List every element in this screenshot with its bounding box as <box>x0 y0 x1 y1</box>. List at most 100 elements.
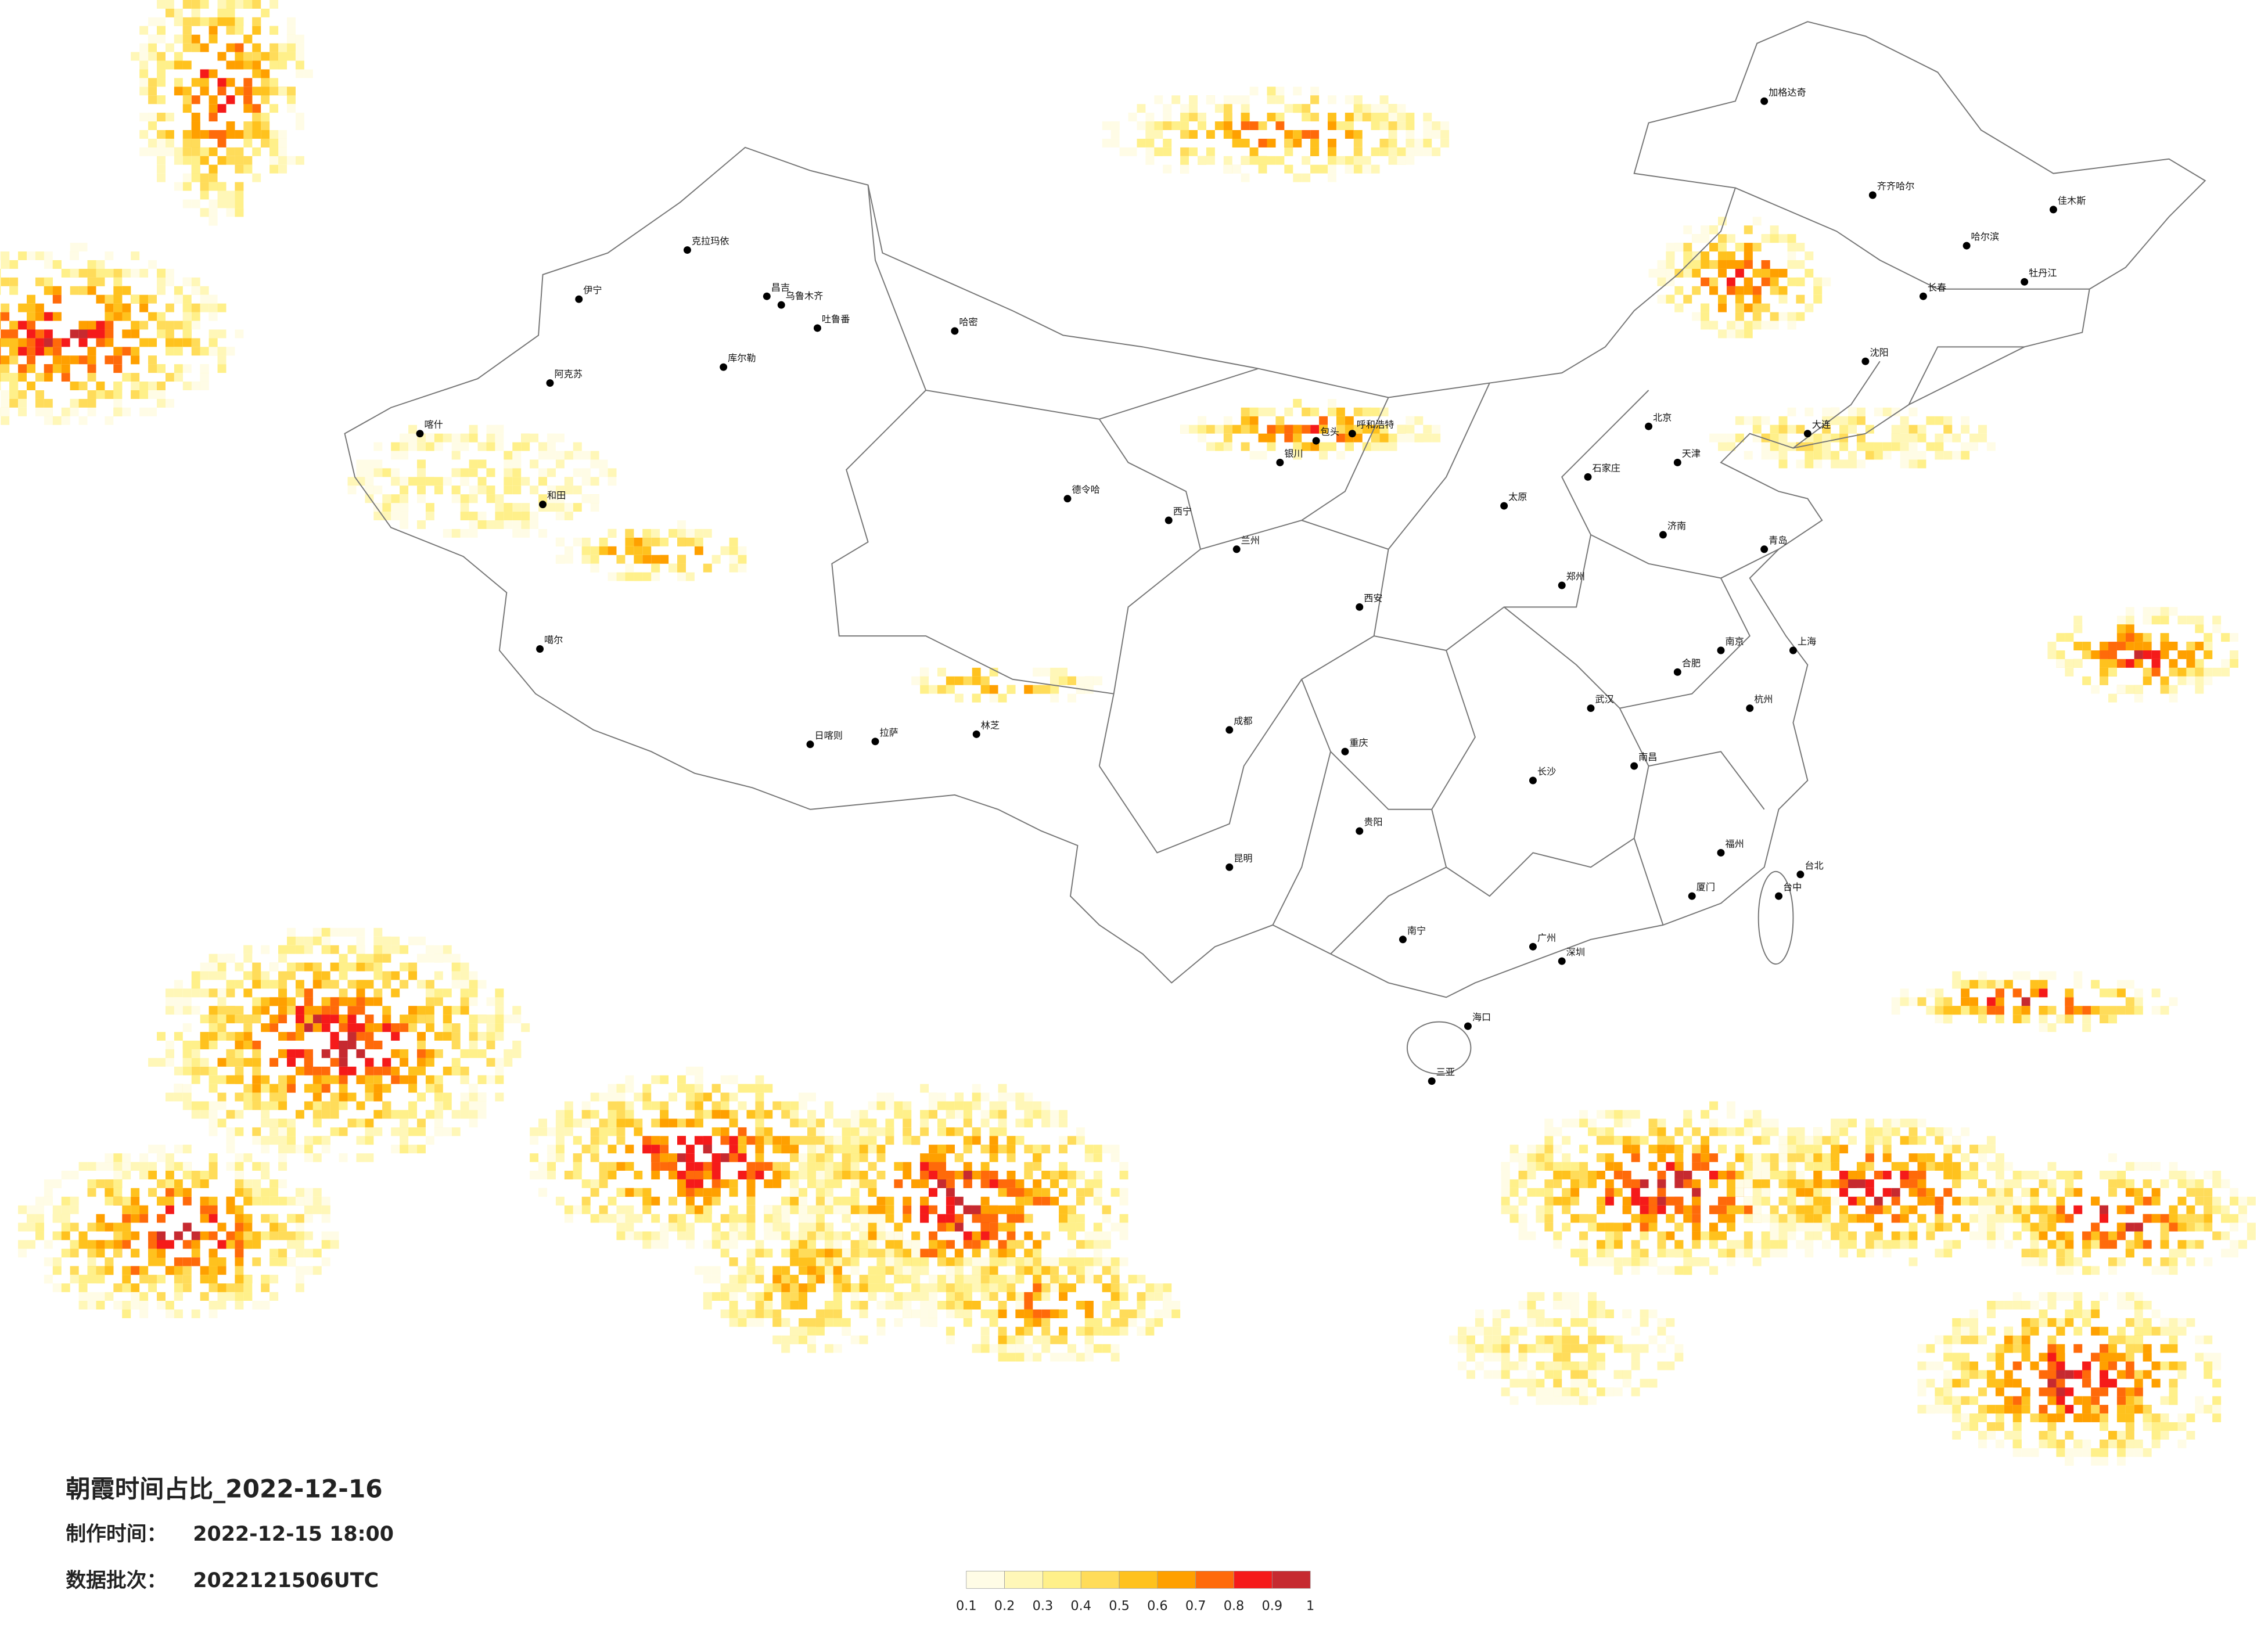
heat-cell <box>191 321 200 330</box>
heat-cell <box>312 1249 322 1258</box>
heat-cell <box>1683 1171 1692 1179</box>
heat-cell <box>876 1326 886 1336</box>
heat-cell <box>859 1153 868 1163</box>
heat-cell <box>70 1266 79 1275</box>
heat-cell <box>920 1309 929 1318</box>
heat-cell <box>451 980 461 989</box>
heat-cell <box>157 130 166 139</box>
heat-cell <box>954 1101 964 1110</box>
heat-cell <box>764 1162 773 1171</box>
heat-cell <box>261 1006 270 1015</box>
heat-cell <box>2143 1318 2152 1327</box>
heat-cell <box>530 1153 539 1163</box>
heat-cell <box>894 1301 903 1310</box>
heat-cell <box>1024 1118 1033 1128</box>
heat-cell <box>842 1118 851 1128</box>
heat-cell <box>1805 1179 1814 1188</box>
heat-cell <box>859 1249 868 1258</box>
heat-cell <box>963 1118 972 1128</box>
heat-cell <box>842 1196 851 1206</box>
heat-cell <box>989 1136 998 1145</box>
heat-cell <box>330 1231 339 1240</box>
heat-cell <box>261 8 270 17</box>
heat-cell <box>1102 1283 1111 1293</box>
heat-cell <box>243 1275 253 1284</box>
heat-cell <box>1891 1188 1900 1197</box>
heat-cell <box>824 1249 833 1258</box>
heat-cell <box>903 1171 912 1179</box>
heat-cell <box>1770 1153 1779 1163</box>
heat-cell <box>972 1171 981 1179</box>
heat-cell <box>920 1110 929 1119</box>
heat-cell <box>330 1240 339 1249</box>
heat-cell <box>1033 1188 1042 1197</box>
heat-cell <box>312 1110 322 1119</box>
heat-cell <box>850 1266 860 1275</box>
heat-cell <box>885 1214 894 1223</box>
heat-cell <box>547 1153 556 1163</box>
heat-cell <box>191 980 200 989</box>
heat-cell <box>174 60 183 70</box>
heat-cell <box>1908 1205 1918 1214</box>
heat-cell <box>1050 1171 1059 1179</box>
heat-cell <box>608 1171 617 1179</box>
heat-cell <box>833 1196 842 1206</box>
heat-cell <box>790 1188 799 1197</box>
heat-cell <box>868 1162 877 1171</box>
heat-cell <box>781 1275 790 1284</box>
heat-cell <box>1709 1231 1719 1240</box>
heat-cell <box>1657 1188 1666 1197</box>
heat-cell <box>165 1041 174 1049</box>
heat-cell <box>1831 1196 1840 1206</box>
heat-cell <box>677 1188 686 1197</box>
heat-cell <box>295 962 304 972</box>
heat-cell <box>1761 1153 1770 1163</box>
heat-cell <box>78 382 88 390</box>
heat-cell <box>157 164 166 174</box>
heat-cell <box>1 260 10 269</box>
heat-cell <box>1622 1145 1631 1154</box>
heat-cell <box>295 1240 304 1249</box>
heat-cell <box>217 1023 227 1033</box>
heat-cell <box>989 1318 998 1327</box>
heat-cell <box>347 980 357 989</box>
heat-cell <box>946 1266 955 1275</box>
heat-cell <box>1813 1214 1823 1223</box>
heat-cell <box>738 1101 747 1110</box>
heat-cell <box>876 1205 886 1214</box>
heat-cell <box>746 1179 756 1188</box>
heat-cell <box>382 1006 391 1015</box>
heat-cell <box>391 1145 400 1154</box>
heat-cell <box>495 1015 504 1024</box>
heat-cell <box>1631 1145 1640 1154</box>
heat-cell <box>1978 1439 1987 1448</box>
heat-cell <box>200 971 209 980</box>
heat-cell <box>1666 1266 1675 1275</box>
heat-cell <box>1007 1092 1016 1102</box>
heat-cell <box>911 1292 921 1301</box>
heat-cell <box>1709 1222 1719 1232</box>
heat-cell <box>235 43 244 52</box>
heat-cell <box>738 1275 747 1284</box>
heat-cell <box>243 1231 253 1240</box>
heat-cell <box>2073 1326 2083 1336</box>
heat-cell <box>1657 1205 1666 1214</box>
heat-cell <box>356 1118 365 1128</box>
heat-cell <box>261 1084 270 1093</box>
heat-cell <box>720 1110 729 1119</box>
heat-cell <box>980 1092 990 1102</box>
heat-cell <box>920 1084 929 1093</box>
heat-cell <box>182 147 192 156</box>
heat-cell <box>105 321 114 330</box>
heat-cell <box>807 1326 816 1336</box>
heat-cell <box>235 1066 244 1075</box>
heat-cell <box>1076 1188 1085 1197</box>
heat-cell <box>1778 1249 1788 1258</box>
heat-cell <box>70 407 79 416</box>
heat-cell <box>1059 1118 1068 1128</box>
heat-cell <box>400 1145 409 1154</box>
heat-cell <box>1640 1179 1649 1188</box>
heat-cell <box>417 1118 426 1128</box>
heat-cell <box>1015 1309 1025 1318</box>
heat-cell <box>2125 1361 2134 1370</box>
